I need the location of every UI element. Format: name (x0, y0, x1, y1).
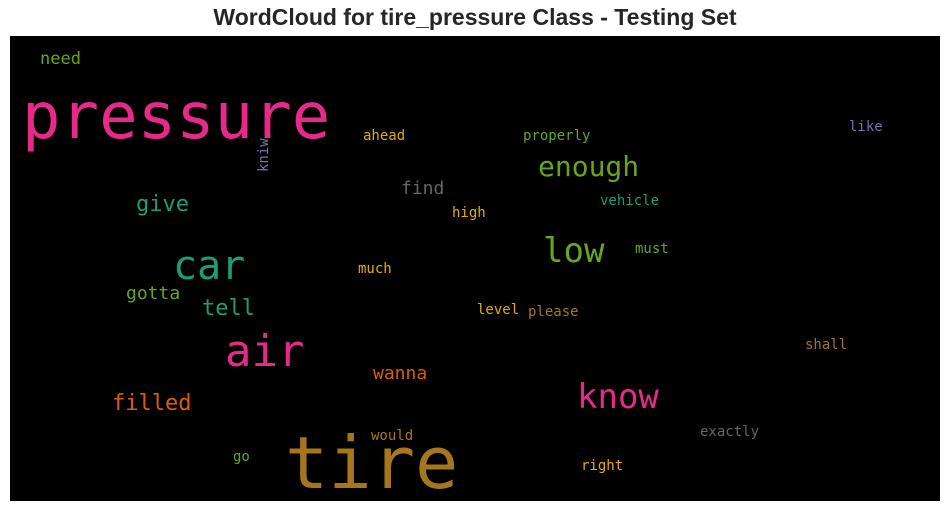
word-high: high (452, 205, 486, 221)
word-tell: tell (202, 296, 255, 321)
word-need: need (40, 49, 81, 69)
word-like: like (849, 119, 883, 135)
word-know: know (577, 377, 659, 417)
wordcloud-canvas: pressure tire air car know low enough filled giv… (10, 36, 940, 501)
word-filled: filled (112, 391, 191, 416)
word-properly: properly (523, 128, 590, 144)
word-tire: tire (285, 421, 458, 501)
word-vehicle: vehicle (600, 193, 659, 209)
word-pressure: pressure (22, 80, 330, 154)
word-must: must (635, 241, 669, 257)
chart-title: WordCloud for tire_pressure Class - Test… (213, 4, 737, 30)
wordcloud-background (10, 36, 940, 501)
word-find: find (401, 178, 444, 199)
word-car: car (173, 243, 245, 289)
word-low: low (543, 231, 605, 271)
word-give: give (136, 192, 189, 217)
word-go: go (233, 449, 250, 465)
word-level: level (477, 302, 519, 318)
word-gotta: gotta (126, 283, 180, 304)
word-enough: enough (538, 150, 639, 183)
wordcloud-words: pressure tire air car know low enough filled giv… (22, 49, 883, 501)
word-would: would (371, 428, 413, 444)
word-shall: shall (805, 337, 847, 353)
word-air: air (225, 326, 304, 377)
word-ahead: ahead (363, 128, 405, 144)
word-exactly: exactly (700, 424, 759, 440)
word-wanna: wanna (373, 363, 427, 384)
word-right: right (581, 458, 623, 474)
word-much: much (358, 261, 392, 277)
word-please: please (528, 304, 579, 320)
word-kniw: kniw (256, 138, 272, 172)
